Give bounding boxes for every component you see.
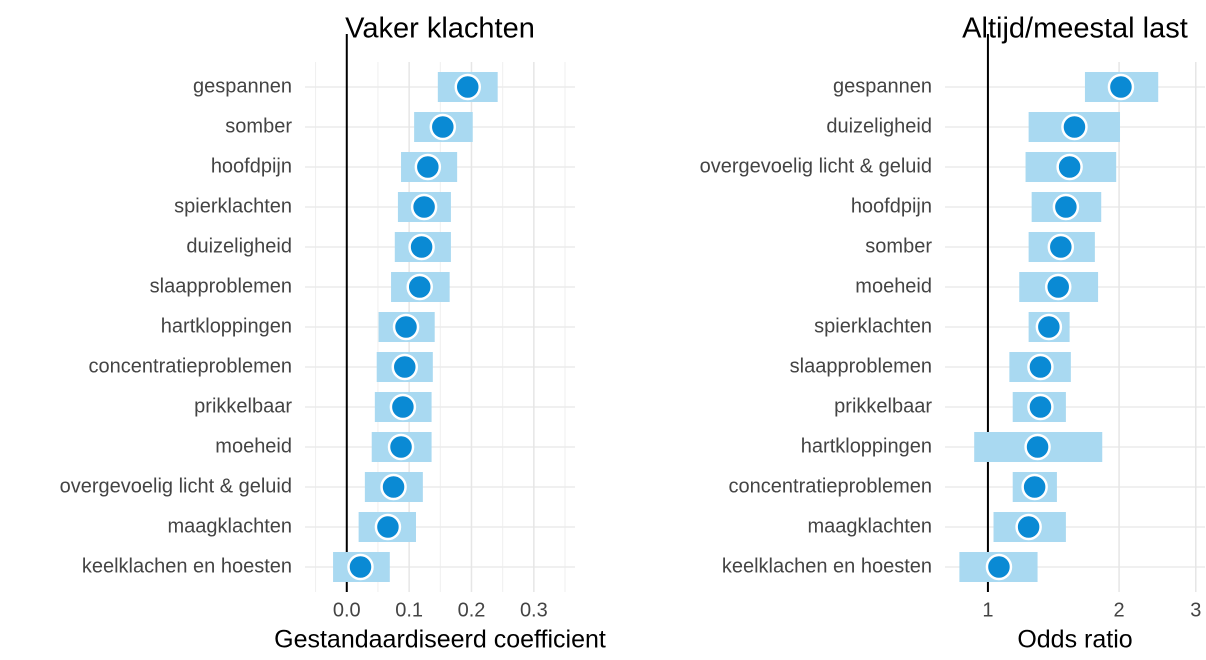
category-label: prikkelbaar [194, 395, 292, 417]
x-tick-label: 0.3 [520, 599, 548, 621]
estimate-dot [1015, 513, 1042, 541]
chart-title: Altijd/meestal last [962, 13, 1188, 45]
category-label: keelklachen en hoesten [722, 555, 932, 577]
estimate-dot [1056, 153, 1083, 181]
x-tick-label: 2 [1113, 599, 1124, 621]
category-label: overgevoelig licht & geluid [700, 155, 932, 177]
category-label: hartkloppingen [161, 315, 292, 337]
estimate-dot [1044, 273, 1072, 301]
x-axis-label: Odds ratio [1017, 626, 1132, 654]
estimate-dot [410, 193, 438, 221]
estimate-dot [392, 313, 420, 341]
estimate-dot [1024, 433, 1051, 461]
category-label: spierklachten [174, 195, 292, 217]
estimate-dot [391, 353, 419, 381]
estimate-dot [374, 513, 402, 541]
estimate-dot [1021, 473, 1048, 501]
chart-title: Vaker klachten [345, 13, 535, 45]
estimate-dot [1027, 353, 1054, 381]
category-label: hoofdpijn [851, 195, 932, 217]
estimate-dot [1107, 73, 1135, 101]
category-label: somber [865, 235, 932, 257]
category-label: concentratieproblemen [89, 355, 292, 377]
estimate-dot [1035, 313, 1063, 341]
x-axis-label: Gestandaardiseerd coefficient [274, 626, 606, 654]
estimate-dot [985, 553, 1013, 581]
category-label: spierklachten [814, 315, 932, 337]
category-label: overgevoelig licht & geluid [60, 475, 292, 497]
estimate-dot [429, 113, 457, 141]
x-tick-label: 0.0 [333, 599, 361, 621]
estimate-dot [454, 73, 481, 101]
category-label: keelklachen en hoesten [82, 555, 292, 577]
estimate-dot [414, 153, 442, 181]
category-label: somber [225, 115, 292, 137]
category-label: concentratieproblemen [729, 475, 932, 497]
category-label: maagklachten [807, 515, 932, 537]
estimate-dot [389, 393, 417, 421]
estimate-dot [380, 473, 407, 501]
category-label: moeheid [215, 435, 292, 457]
estimate-dot [406, 273, 433, 301]
estimate-dot [1047, 233, 1075, 261]
x-tick-label: 0.2 [458, 599, 486, 621]
category-label: slaapproblemen [790, 355, 932, 377]
x-tick-label: 3 [1190, 599, 1201, 621]
category-label: duizeligheid [826, 115, 932, 137]
category-label: moeheid [855, 275, 932, 297]
estimate-dot [1061, 113, 1088, 141]
estimate-dot [1027, 393, 1054, 421]
category-label: hartkloppingen [801, 435, 932, 457]
category-label: gespannen [193, 75, 292, 97]
category-label: maagklachten [167, 515, 292, 537]
estimate-dot [387, 433, 415, 461]
x-tick-label: 0.1 [395, 599, 423, 621]
category-label: slaapproblemen [150, 275, 292, 297]
estimate-dot [408, 233, 435, 261]
category-label: hoofdpijn [211, 155, 292, 177]
category-label: prikkelbaar [834, 395, 932, 417]
estimate-dot [1052, 193, 1080, 221]
category-label: duizeligheid [186, 235, 292, 257]
estimate-dot [347, 553, 374, 581]
category-label: gespannen [833, 75, 932, 97]
x-tick-label: 1 [982, 599, 993, 621]
